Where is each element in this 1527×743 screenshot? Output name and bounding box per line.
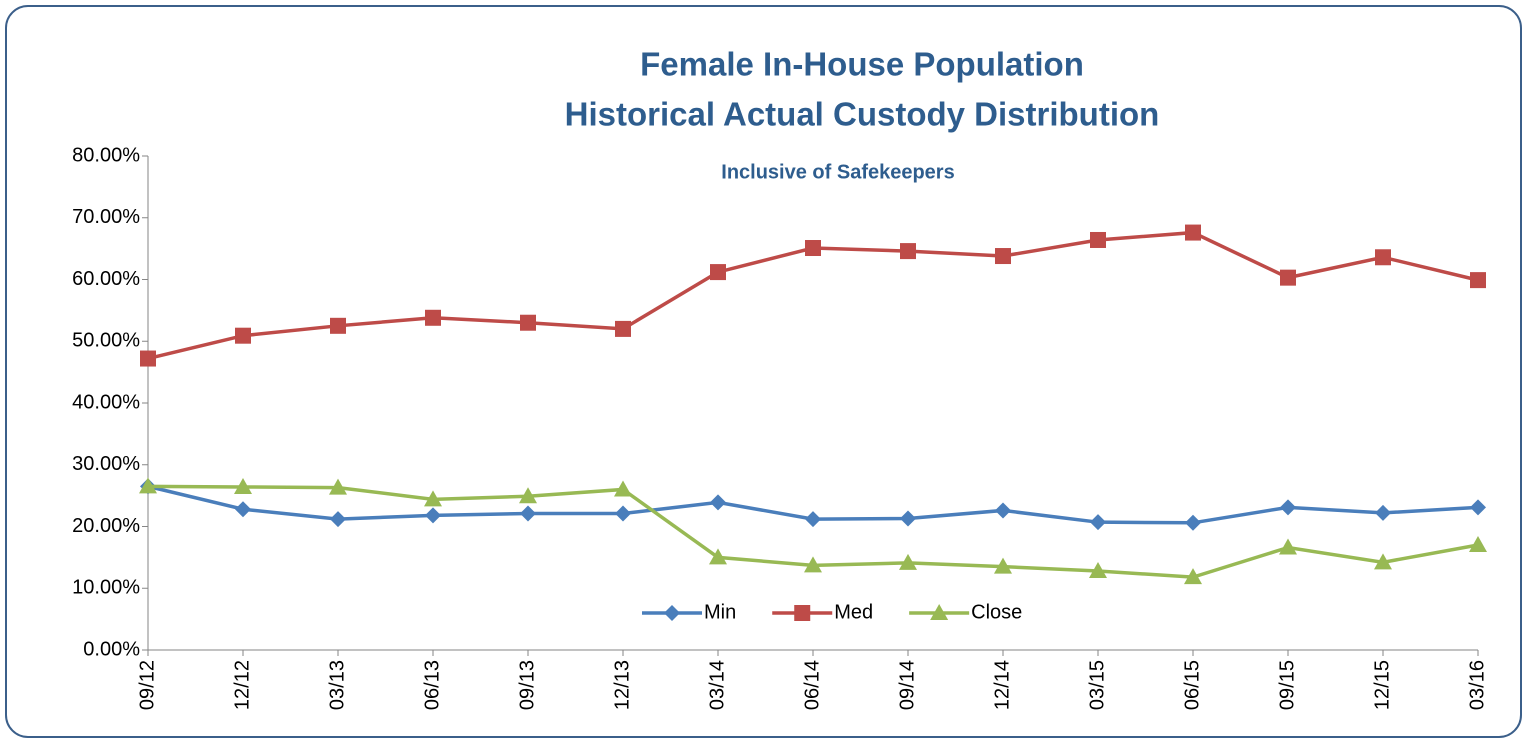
x-tick-label: 03/15: [1086, 660, 1108, 710]
legend-marker: [794, 605, 811, 621]
legend-label: Close: [971, 601, 1022, 623]
legend-marker: [664, 605, 680, 621]
data-point: [1185, 514, 1201, 531]
chart-frame: [5, 5, 1522, 738]
data-point: [994, 557, 1012, 574]
chart-title: Female In-House Population: [640, 46, 1084, 83]
data-point: [1374, 553, 1392, 570]
x-tick-label: 03/16: [1466, 660, 1488, 710]
data-point: [805, 511, 821, 528]
data-point: [899, 553, 917, 570]
data-point: [1469, 536, 1487, 553]
data-point: [235, 501, 251, 518]
data-point: [139, 477, 157, 494]
data-point: [1470, 499, 1486, 516]
data-point: [1185, 224, 1201, 241]
data-point: [1279, 538, 1297, 555]
x-tick-label: 12/13: [611, 660, 633, 710]
x-tick-label: 03/14: [706, 660, 728, 710]
x-tick-label: 03/13: [326, 660, 348, 710]
data-point: [425, 507, 441, 524]
x-tick-label: 12/12: [231, 660, 253, 710]
y-tick-label: 30.00%: [72, 453, 140, 475]
data-point: [710, 264, 726, 281]
data-point: [235, 327, 251, 344]
y-tick-label: 60.00%: [72, 268, 140, 290]
data-point: [424, 490, 442, 507]
legend-marker: [930, 604, 949, 620]
data-point: [1089, 561, 1107, 578]
data-point: [614, 480, 632, 497]
data-point: [1375, 249, 1391, 266]
x-tick-label: 12/15: [1371, 660, 1393, 710]
data-point: [1280, 269, 1296, 286]
data-point: [1280, 499, 1296, 516]
x-tick-label: 12/14: [991, 660, 1013, 710]
chart-subtitle: Inclusive of Safekeepers: [721, 161, 954, 183]
y-tick-label: 0.00%: [83, 638, 140, 660]
data-point: [900, 243, 916, 260]
x-tick-label: 06/13: [421, 660, 443, 710]
data-point: [900, 510, 916, 527]
y-tick-label: 50.00%: [72, 330, 140, 352]
legend-label: Med: [834, 601, 873, 623]
x-tick-label: 09/13: [516, 660, 538, 710]
data-point: [140, 350, 156, 367]
data-point: [615, 320, 631, 337]
y-tick-label: 20.00%: [72, 515, 140, 537]
y-tick-label: 80.00%: [72, 144, 140, 166]
data-point: [1090, 231, 1106, 248]
legend: Min Med Close: [642, 601, 1022, 623]
x-tick-label: 09/14: [896, 660, 918, 710]
x-tick-label: 09/15: [1276, 660, 1298, 710]
data-point: [710, 494, 726, 511]
data-point: [520, 314, 536, 331]
y-tick-label: 10.00%: [72, 577, 140, 599]
chart-title: Historical Actual Custody Distribution: [565, 96, 1160, 133]
y-tick-label: 70.00%: [72, 206, 140, 228]
data-point: [1090, 514, 1106, 531]
data-point: [1184, 568, 1202, 585]
data-point: [995, 248, 1011, 265]
data-point: [804, 556, 822, 573]
data-point: [1375, 504, 1391, 521]
y-tick-label: 40.00%: [72, 391, 140, 413]
x-tick-label: 06/14: [801, 660, 823, 710]
data-point: [330, 511, 346, 528]
data-point: [520, 505, 536, 522]
data-point: [330, 317, 346, 334]
x-tick-label: 06/15: [1181, 660, 1203, 710]
legend-label: Min: [704, 601, 736, 623]
data-point: [1470, 272, 1486, 289]
data-point: [995, 502, 1011, 519]
data-point: [234, 477, 252, 494]
x-tick-label: 09/12: [136, 660, 158, 710]
data-point: [329, 478, 347, 495]
data-point: [709, 548, 727, 565]
data-point: [519, 487, 537, 504]
data-point: [805, 240, 821, 257]
data-point: [615, 505, 631, 522]
data-point: [425, 309, 441, 326]
